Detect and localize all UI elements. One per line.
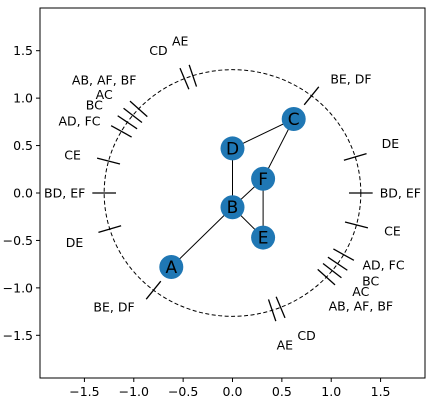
circle-marker-13	[344, 221, 369, 229]
annotation-0: AE	[172, 34, 189, 49]
y-tick-label-6: 1.5	[13, 43, 33, 58]
marker-layer	[92, 64, 373, 322]
node-label-C: C	[288, 110, 300, 130]
y-tick-label-4: 0.5	[13, 138, 33, 153]
circle-marker-3	[123, 107, 143, 124]
annotation-8: DE	[66, 235, 84, 250]
x-tick-label-4: 0.5	[272, 384, 292, 399]
annotation-12: BD, EF	[380, 186, 421, 201]
circle-marker-9	[145, 280, 162, 300]
node-label-A: A	[165, 258, 177, 278]
x-tick-label-2: −0.5	[168, 384, 198, 399]
annotation-14: AD, FC	[363, 258, 405, 273]
circle-marker-14	[333, 248, 355, 261]
annotation-13: CE	[384, 223, 401, 238]
annotation-18: CD	[297, 328, 315, 343]
circle-marker-6	[96, 157, 121, 165]
circle-marker-8	[98, 225, 122, 234]
y-tick-label-2: −0.5	[3, 233, 33, 248]
annotation-10: BE, DF	[330, 72, 371, 87]
node-label-B: B	[227, 198, 239, 218]
x-tick-label-5: 1.0	[321, 384, 341, 399]
node-layer: A B C D E F	[159, 107, 306, 279]
x-tick-label-0: −1.5	[69, 384, 99, 399]
x-tick-label-1: −1.0	[119, 384, 149, 399]
circle-marker-18	[275, 296, 286, 319]
edge-AB	[170, 206, 233, 268]
node-E	[251, 225, 276, 250]
node-label-D: D	[226, 139, 239, 159]
x-tick-label-6: 1.5	[371, 384, 391, 399]
annotation-3: AC	[96, 87, 113, 102]
annotation-17: AB, AF, BF	[329, 298, 394, 313]
circle-marker-16	[322, 262, 342, 279]
circle-marker-2	[129, 100, 148, 118]
y-tick-label-0: −1.5	[3, 328, 33, 343]
annotation-19: AE	[277, 337, 294, 352]
annotation-11: DE	[382, 136, 400, 151]
x-tick-label-3: 0.0	[223, 384, 243, 399]
annotation-16: AC	[352, 284, 369, 299]
annotation-15: BC	[362, 274, 379, 289]
circle-marker-15	[327, 256, 348, 271]
annotation-1: CD	[149, 43, 167, 58]
node-A	[159, 255, 184, 279]
y-tick-label-5: 1.0	[13, 91, 33, 106]
circle-marker-0	[179, 67, 190, 90]
node-label-E: E	[258, 229, 269, 249]
node-label-F: F	[258, 170, 268, 190]
circle-marker-17	[317, 268, 336, 286]
annotation-5: AD, FC	[58, 113, 100, 128]
circle-marker-10	[303, 86, 320, 106]
annotation-2: AB, AF, BF	[72, 73, 137, 88]
y-axis-ticks: −1.5 −1.0 −0.5 0.0 0.5 1.0 1.5	[3, 43, 40, 343]
node-F	[251, 166, 276, 191]
y-tick-label-3: 0.0	[13, 186, 33, 201]
circle-marker-19	[267, 299, 277, 322]
annotation-6: CE	[64, 148, 81, 163]
node-C	[281, 107, 306, 131]
y-tick-label-1: −1.0	[3, 280, 33, 295]
circle-marker-11	[343, 152, 367, 161]
x-axis-ticks: −1.5 −1.0 −0.5 0.0 0.5 1.0 1.5	[69, 378, 391, 399]
node-D	[220, 136, 245, 161]
annotation-4: BC	[86, 97, 103, 112]
circle-marker-1	[188, 64, 198, 87]
circle-marker-4	[117, 115, 138, 130]
circle-marker-5	[110, 125, 132, 138]
annotation-7: BD, EF	[44, 186, 85, 201]
node-B	[220, 195, 245, 220]
annotation-9: BE, DF	[93, 299, 134, 314]
